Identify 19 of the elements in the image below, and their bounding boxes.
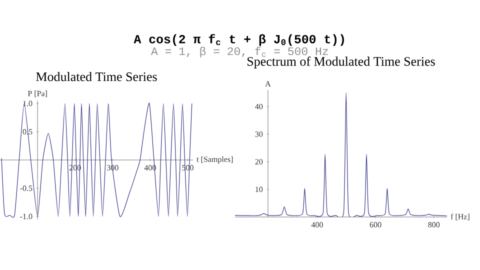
x-tick-label: 800 [428,222,440,228]
y-axis-title: A [265,81,271,86]
chart-title: Modulated Time Series [36,72,157,82]
x-tick-label: 400 [311,222,323,228]
line-series [235,92,447,217]
y-tick-label: -0.5 [20,186,32,191]
x-axis-title: t [Samples] [196,156,233,164]
x-tick-label: 600 [370,222,382,228]
y-tick-label: 1.0 [23,100,32,106]
y-tick-label: -1.0 [20,214,32,220]
y-tick-label: 10 [256,186,263,192]
y-tick-label: 20 [255,159,263,164]
text: A cos(2 π f$_{c}$ t + β J$_{0}$(500 t)) [134,34,344,46]
y-axis-title: P [Pa] [28,90,47,98]
text: A = 1, β = 20, f$_{c}$ = 500 Hz [150,46,328,58]
y-tick-label: 30 [255,131,263,137]
x-axis-title: f [Hz] [450,214,470,220]
y-tick-label: 40 [255,104,263,110]
chart-title: Spectrum of Modulated Time Series [248,56,435,68]
